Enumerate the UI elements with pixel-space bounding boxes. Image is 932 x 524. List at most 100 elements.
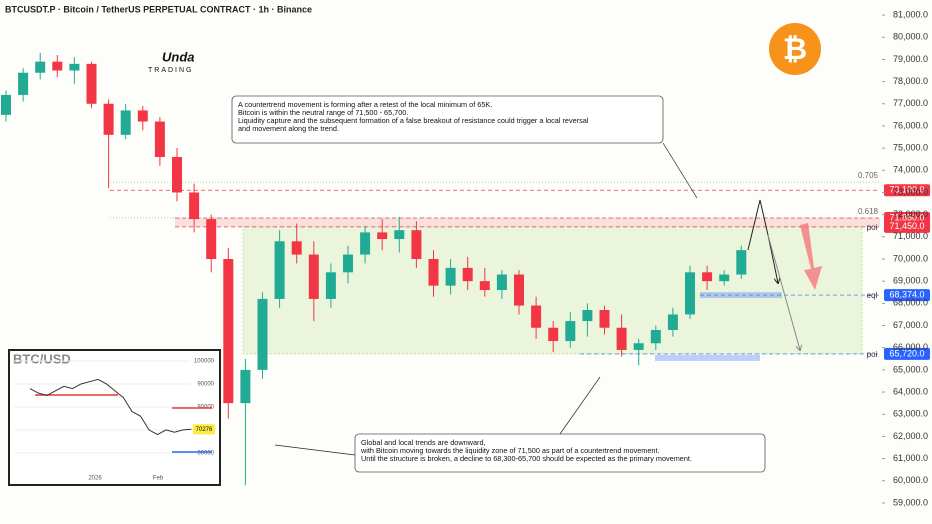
candle-body bbox=[548, 327, 559, 342]
annotation-box bbox=[231, 95, 664, 144]
candle-body bbox=[120, 110, 131, 135]
annotation-line: Until the structure is broken, a decline… bbox=[361, 454, 692, 463]
price-tag-label: 68,374.0 bbox=[889, 289, 924, 299]
price-tag bbox=[884, 289, 930, 302]
annotation-line: with Bitcoin moving towards the liquidit… bbox=[360, 446, 660, 455]
candle-body bbox=[308, 254, 319, 299]
candle-body bbox=[223, 259, 234, 404]
price-tag-label: 71,450.0 bbox=[889, 221, 924, 231]
y-tick-label: 62,000.0 bbox=[893, 431, 928, 441]
candle-body bbox=[702, 272, 713, 282]
candle-body bbox=[650, 329, 661, 344]
candle-body bbox=[137, 110, 148, 122]
candle-body bbox=[172, 157, 182, 193]
price-tag bbox=[884, 220, 930, 233]
liquidity-box bbox=[655, 354, 760, 361]
y-tick-label: 59,000.0 bbox=[893, 497, 928, 507]
liquidity-box bbox=[700, 292, 782, 299]
candle-body bbox=[103, 103, 114, 135]
candle-body bbox=[531, 305, 542, 328]
pointer bbox=[559, 376, 601, 435]
y-tick-label: 73,000.0 bbox=[893, 187, 928, 197]
candle-body bbox=[52, 61, 63, 71]
candle-body bbox=[189, 192, 200, 220]
candle-body bbox=[69, 63, 80, 71]
pointer bbox=[274, 444, 356, 456]
annotation-line: Global and local trends are downward, bbox=[361, 438, 486, 447]
y-tick-label: 61,000.0 bbox=[893, 453, 928, 463]
candle-body bbox=[240, 369, 251, 404]
header: BTCUSDT.P · Bitcoin / TetherUS PERPETUAL… bbox=[5, 4, 312, 14]
y-tick-label: 81,000.0 bbox=[893, 9, 928, 19]
candle-body bbox=[514, 274, 524, 306]
inset-title: BTC/USD bbox=[13, 351, 71, 366]
candle-body bbox=[18, 72, 29, 95]
inset-tick-label: 90000 bbox=[197, 382, 214, 388]
inset-x-label: 2026 bbox=[88, 476, 102, 482]
candle-body bbox=[599, 310, 610, 328]
price-tag-label: 65,720.0 bbox=[889, 348, 924, 358]
inset-last-tag bbox=[193, 424, 215, 435]
bitcoin-icon bbox=[769, 23, 821, 75]
fib-label: 0.618 bbox=[858, 207, 879, 216]
candle-body bbox=[257, 298, 268, 370]
y-tick-label: 67,000.0 bbox=[893, 320, 928, 330]
candle-body bbox=[462, 267, 473, 282]
annotation-line: and movement along the trend. bbox=[238, 124, 339, 133]
candle-body bbox=[667, 314, 678, 330]
y-tick-label: 77,000.0 bbox=[893, 98, 928, 108]
candle-body bbox=[479, 281, 490, 291]
candle-body bbox=[565, 321, 576, 342]
y-tick-label: 69,000.0 bbox=[893, 276, 928, 286]
candle-body bbox=[35, 61, 46, 73]
y-tick-label: 80,000.0 bbox=[893, 32, 928, 42]
candle-body bbox=[274, 241, 285, 299]
candle-body bbox=[719, 274, 730, 282]
inset-x-label: Feb bbox=[153, 476, 164, 482]
price-tag bbox=[884, 347, 930, 360]
price-tag bbox=[884, 184, 930, 197]
y-tick-label: 65,000.0 bbox=[893, 364, 928, 374]
candle-body bbox=[154, 121, 165, 158]
candle-body bbox=[206, 219, 217, 260]
inset-line bbox=[29, 378, 192, 436]
projection-arrow bbox=[747, 199, 778, 283]
candle-body bbox=[582, 310, 593, 322]
logo: Unda bbox=[162, 49, 195, 64]
candle-body bbox=[1, 94, 11, 115]
candle-body bbox=[343, 254, 353, 273]
candle-body bbox=[411, 230, 422, 260]
y-tick-label: 74,000.0 bbox=[893, 165, 928, 175]
y-tick-label: 75,000.0 bbox=[893, 143, 928, 153]
candle-body bbox=[616, 327, 627, 350]
annotation-line: Bitcoin is within the neutral range of 7… bbox=[238, 108, 408, 117]
projection-arrow-2 bbox=[767, 234, 800, 350]
bitcoin-symbol: ₿ bbox=[783, 33, 807, 66]
annotation-line: Liquidity capture and the subsequent for… bbox=[238, 116, 589, 125]
y-tick-label: 68,000.0 bbox=[893, 298, 928, 308]
resistance-band bbox=[175, 217, 880, 227]
inset-last-label: 70276 bbox=[196, 427, 213, 433]
y-tick-label: 76,000.0 bbox=[893, 120, 928, 130]
fib-label: 0.705 bbox=[858, 171, 879, 180]
candle-body bbox=[736, 250, 747, 275]
inset-tick-label: 100000 bbox=[194, 359, 215, 365]
y-tick-label: 64,000.0 bbox=[893, 386, 928, 396]
y-tick-label: 72,000.0 bbox=[893, 209, 928, 219]
y-tick-label: 79,000.0 bbox=[893, 54, 928, 64]
candle-body bbox=[428, 259, 439, 286]
inset-tick-label: 60000 bbox=[197, 450, 214, 456]
candle-body bbox=[685, 272, 695, 315]
candle-body bbox=[360, 232, 371, 255]
candle-body bbox=[496, 274, 507, 291]
inset: BTC/USD100000900008000070000600007027620… bbox=[8, 349, 221, 486]
price-tag-label: 71,850.0 bbox=[889, 212, 924, 222]
inset-box bbox=[8, 349, 221, 486]
candle-body bbox=[325, 272, 336, 299]
level-tag: poi bbox=[867, 223, 878, 232]
y-tick-label: 60,000.0 bbox=[893, 475, 928, 485]
y-tick-label: 63,000.0 bbox=[893, 409, 928, 419]
candle-body bbox=[86, 63, 97, 104]
